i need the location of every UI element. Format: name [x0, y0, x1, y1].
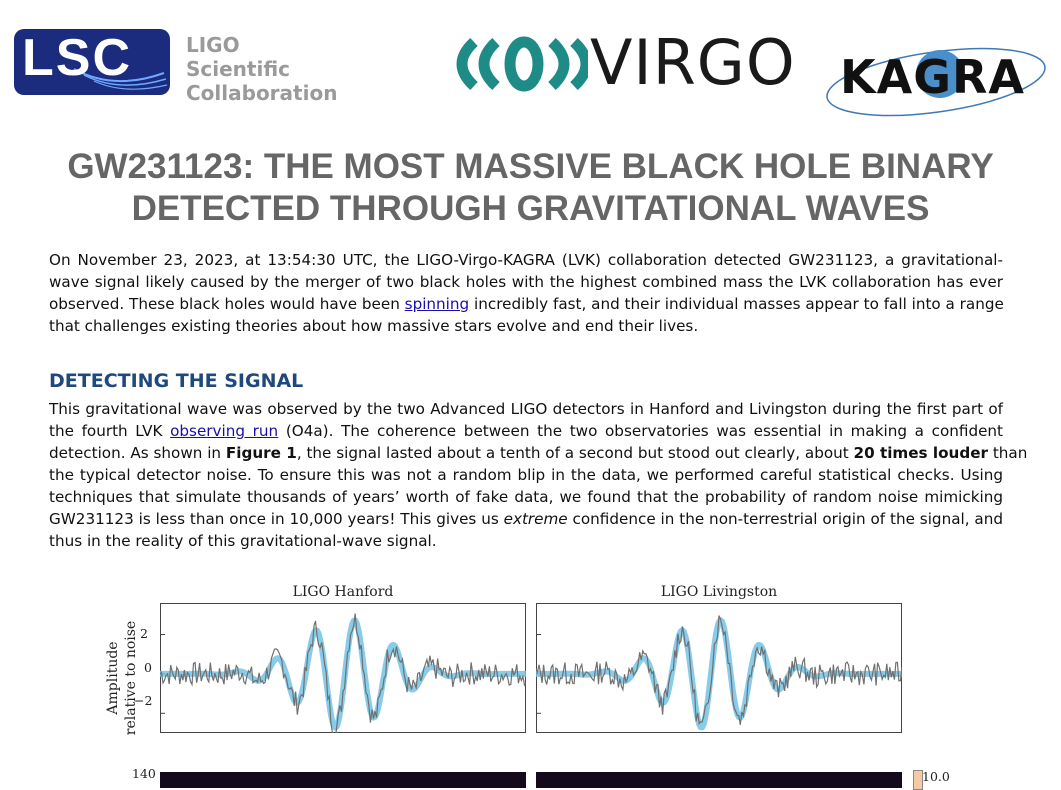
page-title: GW231123: THE MOST MASSIVE BLACK HOLE BI… — [20, 146, 1041, 230]
section-heading: DETECTING THE SIGNAL — [49, 370, 304, 392]
paragraph-text: , the signal lasted about a tenth of a s… — [296, 444, 854, 462]
virgo-wave-icon — [456, 36, 588, 92]
lsc-org-line: Collaboration — [186, 81, 338, 105]
colorbar-tick-label: 10.0 — [922, 769, 950, 784]
y-tick-label: 0 — [144, 660, 152, 675]
figure-ylabel: Amplitude relative to noise — [96, 604, 142, 735]
paragraph-line: the fourth LVK observing run (O4a). The … — [49, 420, 1003, 442]
livingston-panel — [536, 603, 902, 733]
paragraph-line: GW231123 is less than once in 10,000 yea… — [49, 508, 1003, 530]
paragraph-text: the fourth LVK — [49, 422, 171, 440]
lsc-org-name: LIGO Scientific Collaboration — [186, 33, 337, 105]
intro-line: that challenges existing theories about … — [49, 317, 699, 335]
lsc-wave-graphic — [73, 68, 168, 90]
kagra-logo-text: KAGRA — [840, 50, 1026, 104]
intro-line: On November 23, 2023, at 13:54:30 UTC, t… — [49, 251, 1003, 269]
figure-reference: Figure 1 — [225, 444, 297, 462]
panel-title-livingston: LIGO Livingston — [660, 584, 778, 600]
virgo-logo-word: VIRGO — [590, 26, 796, 99]
paragraph-text: than — [988, 444, 1028, 462]
hanford-spectrogram — [160, 772, 526, 788]
ylabel-line: Amplitude — [105, 641, 121, 715]
intro-text: observed. These black holes would have b… — [49, 295, 405, 313]
paragraph-text: confidence in the non-terrestrial origin… — [567, 510, 1003, 528]
paragraph-text: GW231123 is less than once in 10,000 yea… — [49, 510, 504, 528]
paragraph-line: This gravitational wave was observed by … — [49, 400, 1003, 418]
spinning-link[interactable]: spinning — [404, 295, 470, 313]
hanford-panel — [160, 603, 526, 733]
livingston-model-waveform — [536, 617, 902, 731]
paragraph-line: thus in the reality of this gravitationa… — [49, 532, 437, 550]
page-title-line: DETECTED THROUGH GRAVITATIONAL WAVES — [131, 189, 930, 228]
lsc-org-line: LIGO — [186, 33, 240, 57]
section-paragraph: This gravitational wave was observed by … — [49, 398, 1027, 552]
hanford-frame — [160, 603, 526, 733]
ylabel-line: relative to noise — [123, 620, 139, 736]
spectrogram-y-tick: 140 — [132, 766, 156, 781]
virgo-logo-text: VIRGO — [590, 26, 796, 99]
intro-line: observed. These black holes would have b… — [49, 293, 1004, 315]
paragraph-line: the typical detector noise. To ensure th… — [49, 466, 1003, 484]
lsc-org-line: Scientific — [186, 57, 291, 81]
livingston-spectrogram — [536, 772, 902, 788]
paragraph-line: techniques that simulate thousands of ye… — [49, 488, 1003, 506]
observing-run-link[interactable]: observing run — [170, 422, 279, 440]
y-tick-label: −2 — [134, 693, 153, 708]
paragraph-line: detection. As shown in Figure 1, the sig… — [49, 442, 1027, 464]
emphasis-text: 20 times louder — [853, 444, 988, 462]
paragraph-text: detection. As shown in — [49, 444, 226, 462]
intro-line: wave signal likely caused by the merger … — [49, 273, 1003, 291]
intro-paragraph: On November 23, 2023, at 13:54:30 UTC, t… — [49, 249, 1004, 337]
page-title-line: GW231123: THE MOST MASSIVE BLACK HOLE BI… — [67, 147, 994, 186]
paragraph-text: (O4a). The coherence between the two obs… — [278, 422, 1004, 440]
emphasis-text: extreme — [503, 510, 568, 528]
intro-text: incredibly fast, and their individual ma… — [469, 295, 1004, 313]
livingston-data-trace — [536, 615, 902, 726]
y-tick-label: 2 — [140, 626, 148, 641]
panel-title-hanford: LIGO Hanford — [292, 584, 394, 600]
kagra-orbit-icon — [826, 47, 1046, 117]
hanford-data-trace — [160, 613, 526, 733]
lsc-logo-text: LSC — [22, 29, 132, 87]
